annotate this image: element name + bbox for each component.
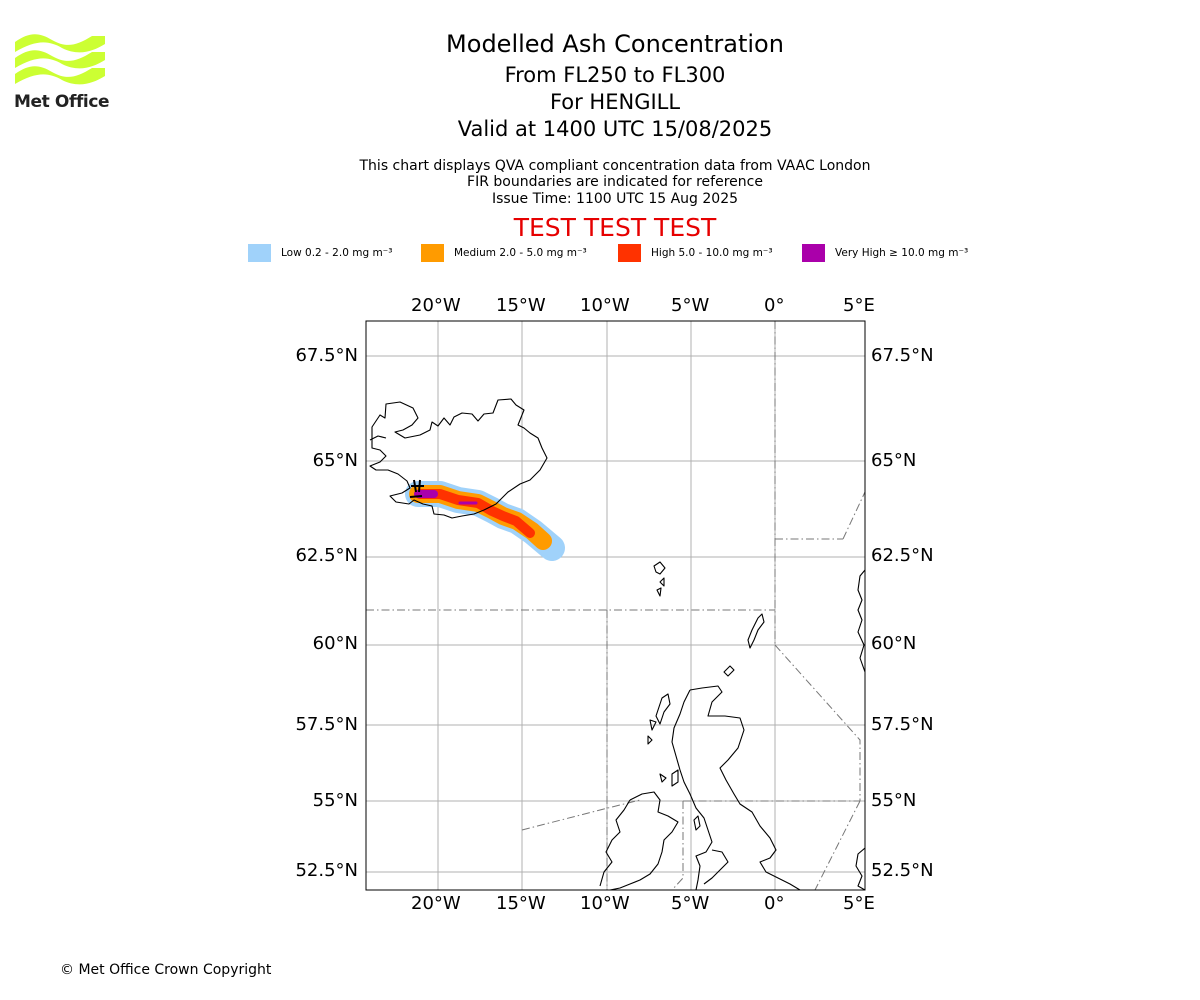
volcano-name: For HENGILL: [549, 90, 681, 114]
norway-coast: [857, 569, 865, 673]
lat-tick-left: 60°N: [312, 633, 358, 654]
lon-tick-top: 20°W: [411, 295, 461, 316]
continent-coast: [855, 847, 865, 890]
lat-tick-left: 52.5°N: [295, 860, 358, 881]
lat-tick-left: 62.5°N: [295, 545, 358, 566]
legend-item-medium: Medium 2.0 - 5.0 mg m⁻³: [421, 244, 587, 262]
lat-tick-right: 62.5°N: [871, 545, 934, 566]
ireland-coast: [599, 791, 679, 890]
lat-tick-right: 52.5°N: [871, 860, 934, 881]
lon-tick-top: 10°W: [580, 295, 630, 316]
lon-tick-bottom: 15°W: [496, 893, 546, 914]
hengill-marker: [409, 479, 424, 498]
valid-time: Valid at 1400 UTC 15/08/2025: [457, 117, 773, 141]
lon-tick-bottom: 20°W: [411, 893, 461, 914]
copyright-notice: © Met Office Crown Copyright: [60, 962, 272, 978]
legend-swatch-high: [618, 244, 641, 262]
lat-tick-right: 60°N: [871, 633, 917, 654]
logo-wordmark: Met Office: [14, 92, 110, 112]
legend-swatch-very-high: [802, 244, 825, 262]
wales-coast: [703, 849, 729, 885]
lat-tick-right: 55°N: [871, 790, 917, 811]
flight-levels: From FL250 to FL300: [504, 63, 726, 87]
legend-swatch-low: [248, 244, 271, 262]
legend-label-very-high: Very High ≥ 10.0 mg m⁻³: [835, 247, 969, 259]
lon-tick-top: 5°E: [843, 295, 875, 316]
hebrides: [647, 693, 679, 787]
fir-note: FIR boundaries are indicated for referen…: [467, 174, 763, 190]
lon-tick-bottom: 5°W: [671, 893, 710, 914]
lon-tick-top: 0°: [764, 295, 785, 316]
legend-item-low: Low 0.2 - 2.0 mg m⁻³: [248, 244, 392, 262]
fir-boundaries: [366, 321, 865, 890]
lon-tick-top: 5°W: [671, 295, 710, 316]
legend-item-very-high: Very High ≥ 10.0 mg m⁻³: [802, 244, 968, 262]
coastlines: [369, 398, 865, 890]
legend-swatch-medium: [421, 244, 444, 262]
ash-plume: [405, 481, 565, 561]
orkney-islands: [723, 665, 735, 677]
legend-item-high: High 5.0 - 10.0 mg m⁻³: [618, 244, 773, 262]
lat-tick-right: 67.5°N: [871, 345, 934, 366]
lat-tick-right: 57.5°N: [871, 714, 934, 735]
lon-tick-bottom: 10°W: [580, 893, 630, 914]
lon-tick-bottom: 5°E: [843, 893, 875, 914]
legend-label-high: High 5.0 - 10.0 mg m⁻³: [651, 247, 773, 259]
lat-tick-left: 57.5°N: [295, 714, 358, 735]
lat-tick-right: 65°N: [871, 450, 917, 471]
legend-label-low: Low 0.2 - 2.0 mg m⁻³: [281, 247, 393, 259]
graticule: [366, 321, 865, 890]
lon-tick-bottom: 0°: [764, 893, 785, 914]
met-office-logo: [15, 34, 105, 85]
lat-tick-left: 67.5°N: [295, 345, 358, 366]
vestfirdir-inlet: [369, 435, 387, 441]
map-frame: [365, 320, 866, 891]
issue-time: Issue Time: 1100 UTC 15 Aug 2025: [491, 191, 739, 207]
lon-tick-top: 15°W: [496, 295, 546, 316]
ash-high: [415, 489, 535, 538]
great-britain-coast: [671, 685, 801, 890]
shetland-islands: [747, 613, 765, 649]
chart-title: Modelled Ash Concentration: [446, 30, 784, 58]
lat-tick-left: 65°N: [312, 450, 358, 471]
lat-tick-left: 55°N: [312, 790, 358, 811]
iceland-coast: [369, 398, 548, 519]
faroe-islands: [653, 561, 666, 597]
legend: Low 0.2 - 2.0 mg m⁻³ Medium 2.0 - 5.0 mg…: [0, 244, 1200, 264]
legend-label-medium: Medium 2.0 - 5.0 mg m⁻³: [454, 247, 587, 259]
test-banner: TEST TEST TEST: [513, 213, 717, 242]
isle-of-man: [693, 815, 701, 831]
qva-note: This chart displays QVA compliant concen…: [359, 158, 871, 174]
